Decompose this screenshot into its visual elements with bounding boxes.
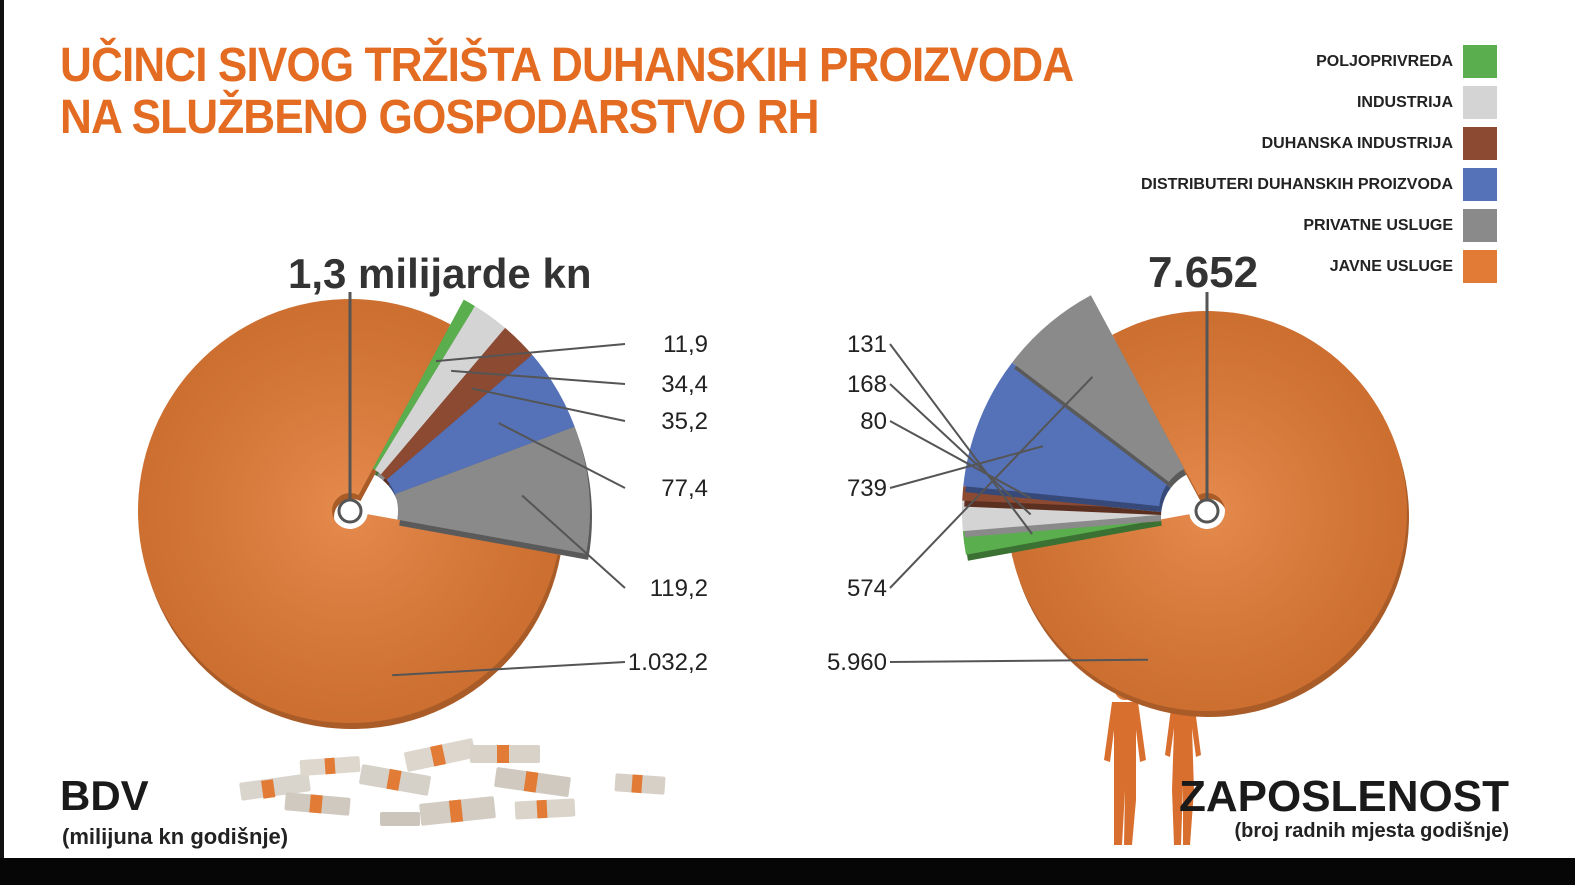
value-label-poljoprivreda: 131: [847, 331, 887, 358]
legend-item-poljoprivreda: POLJOPRIVREDA: [1141, 45, 1497, 78]
legend-label: POLJOPRIVREDA: [1316, 52, 1453, 70]
legend-item-privatne-usluge: PRIVATNE USLUGE: [1141, 209, 1497, 242]
value-label-javne-usluge: 1.032,2: [628, 649, 708, 676]
left-total-label: 1,3 milijarde kn: [288, 250, 592, 297]
slice-privatne-usluge: [394, 426, 591, 554]
title-line-1: UČINCI SIVOG TRŽIŠTA DUHANSKIH PROIZVODA: [60, 39, 1074, 92]
leader-line-poljoprivreda: [435, 343, 626, 363]
page-title: UČINCI SIVOG TRŽIŠTA DUHANSKIH PROIZVODA…: [60, 39, 1074, 144]
left-panel-subtitle: (milijuna kn godišnje): [62, 824, 289, 849]
legend-label: JAVNE USLUGE: [1329, 257, 1453, 275]
leader-line-javne-usluge: [392, 661, 626, 677]
value-label-industrija: 34,4: [661, 371, 708, 398]
leader-line-duhanska-industrija: [471, 387, 626, 422]
value-label-poljoprivreda: 11,9: [663, 331, 708, 358]
value-label-privatne-usluge: 119,2: [650, 575, 708, 602]
slice-javne-usluge-shading: [1010, 311, 1407, 711]
leader-line-javne-usluge: [889, 658, 1149, 663]
leader-line-distributeri-duhanskih-proizvoda: [889, 445, 1044, 489]
left-frame-edge: [0, 0, 4, 860]
value-label-javne-usluge: 5.960: [827, 649, 887, 676]
right-panel-subtitle: (broj radnih mjesta godišnje): [1234, 820, 1509, 842]
slice-industrija: [374, 306, 506, 475]
right-total-label: 7.652: [1148, 248, 1259, 297]
legend-item-industrija: INDUSTRIJA: [1141, 86, 1497, 119]
legend-label: INDUSTRIJA: [1356, 93, 1453, 111]
leader-line-poljoprivreda: [889, 343, 1033, 535]
right-panel-title: ZAPOSLENOST: [1178, 772, 1509, 821]
legend-label: DISTRIBUTERI DUHANSKIH PROIZVODA: [1140, 175, 1453, 193]
title-line-2: NA SLUŽBENO GOSPODARSTVO RH: [60, 91, 820, 144]
legend-label: DUHANSKA INDUSTRIJA: [1261, 134, 1453, 152]
legend-item-javne-usluge: JAVNE USLUGE: [1141, 250, 1497, 283]
value-label-distributeri-duhanskih-proizvoda: 739: [847, 475, 887, 502]
slice-poljoprivreda: [372, 299, 475, 471]
legend-item-distributeri: DISTRIBUTERI DUHANSKIH PROIZVODA: [1141, 168, 1497, 201]
leader-line-distributeri-duhanskih-proizvoda: [498, 422, 626, 489]
pie-center-ring: [337, 498, 363, 524]
leader-line-duhanska-industrija: [889, 420, 1032, 500]
money-stacks-illustration: [239, 738, 666, 826]
footer-bar: [0, 858, 1575, 885]
legend-swatch: [1463, 250, 1497, 283]
left-pie-chart: 11,9 34,4 35,2 77,4 119,2 1.032,2: [138, 292, 708, 729]
value-label-industrija: 168: [847, 371, 887, 398]
slice-duhanska-industrija: [381, 327, 533, 480]
value-label-duhanska-industrija: 80: [860, 408, 887, 435]
left-panel-title: BDV: [60, 772, 149, 819]
leader-line-industrija: [451, 369, 626, 385]
legend-swatch: [1463, 86, 1497, 119]
value-label-duhanska-industrija: 35,2: [661, 408, 708, 435]
pie-charts: 11,9 34,4 35,2 77,4 119,2 1.032,2 131 168 80 739…: [138, 292, 1410, 845]
value-label-distributeri-duhanskih-proizvoda: 77,4: [661, 475, 708, 502]
legend-item-duhanska-industrija: DUHANSKA INDUSTRIJA: [1141, 127, 1497, 160]
pie-center-ring: [1194, 498, 1220, 524]
legend-swatch: [1463, 45, 1497, 78]
decorative-illustrations: [239, 680, 1201, 845]
right-pie-chart: 131 168 80 739 574 5.960: [827, 292, 1410, 717]
leader-line-privatne-usluge: [521, 494, 626, 589]
leader-line-industrija: [889, 383, 1032, 516]
slice-poljoprivreda-edge: [964, 520, 1162, 561]
slice-javne-usluge-shading: [138, 299, 559, 723]
leader-line-privatne-usluge: [889, 376, 1094, 589]
legend-swatch: [1463, 209, 1497, 242]
slice-privatne-usluge: [1012, 295, 1185, 482]
slice-distributeri-duhanskih-proizvoda: [386, 354, 575, 495]
legend: POLJOPRIVREDA INDUSTRIJA DUHANSKA INDUST…: [1141, 45, 1497, 291]
legend-swatch: [1463, 168, 1497, 201]
slice-distributeri-duhanskih-proizvoda: [963, 362, 1169, 507]
value-label-privatne-usluge: 574: [847, 575, 887, 602]
legend-swatch: [1463, 127, 1497, 160]
legend-label: PRIVATNE USLUGE: [1303, 216, 1453, 234]
